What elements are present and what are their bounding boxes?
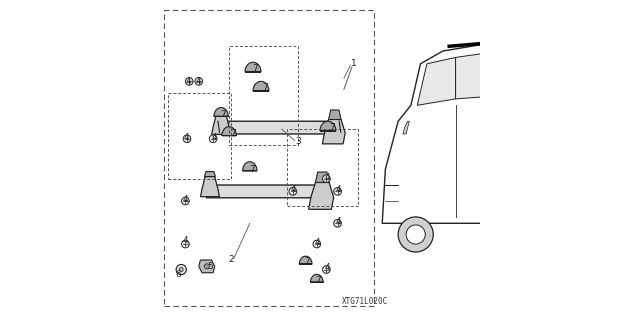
Polygon shape xyxy=(323,120,345,144)
Text: 7: 7 xyxy=(315,276,321,285)
Polygon shape xyxy=(216,109,227,115)
Text: 4: 4 xyxy=(182,195,188,204)
Text: 1: 1 xyxy=(351,59,356,68)
Text: 4: 4 xyxy=(336,217,341,226)
Circle shape xyxy=(518,225,537,244)
Bar xyxy=(168,93,230,179)
Polygon shape xyxy=(403,121,410,134)
Text: 7: 7 xyxy=(220,110,226,119)
Text: 4: 4 xyxy=(315,238,320,247)
Bar xyxy=(164,10,374,306)
Text: 4: 4 xyxy=(336,185,341,194)
Polygon shape xyxy=(300,256,312,264)
Circle shape xyxy=(182,197,189,205)
Polygon shape xyxy=(204,172,216,177)
Text: 5: 5 xyxy=(207,262,213,271)
Circle shape xyxy=(179,268,183,271)
Text: 4: 4 xyxy=(196,77,202,86)
Text: 7: 7 xyxy=(230,130,236,138)
Circle shape xyxy=(183,135,191,143)
Text: 2: 2 xyxy=(228,256,234,264)
Polygon shape xyxy=(538,83,557,121)
Circle shape xyxy=(186,78,193,85)
Circle shape xyxy=(209,135,217,143)
Polygon shape xyxy=(205,185,328,198)
Polygon shape xyxy=(310,274,323,282)
Text: 6: 6 xyxy=(175,271,181,279)
Polygon shape xyxy=(245,62,261,72)
Polygon shape xyxy=(308,182,333,209)
Text: 3: 3 xyxy=(295,137,301,146)
Text: 7: 7 xyxy=(329,123,335,132)
Circle shape xyxy=(406,225,425,244)
Circle shape xyxy=(333,188,341,195)
Text: 4: 4 xyxy=(291,185,297,194)
Circle shape xyxy=(195,78,203,85)
Bar xyxy=(229,46,298,145)
Text: 4: 4 xyxy=(182,236,188,245)
Text: 4: 4 xyxy=(211,133,217,142)
Polygon shape xyxy=(200,177,220,197)
Polygon shape xyxy=(212,115,230,135)
Circle shape xyxy=(313,240,321,248)
Circle shape xyxy=(323,266,330,273)
Text: 7: 7 xyxy=(249,165,255,174)
Polygon shape xyxy=(417,57,456,105)
Polygon shape xyxy=(382,45,564,223)
Circle shape xyxy=(289,188,297,195)
Text: 7: 7 xyxy=(253,64,259,73)
Polygon shape xyxy=(199,260,215,273)
Polygon shape xyxy=(456,51,500,99)
Text: 4: 4 xyxy=(324,173,330,182)
Circle shape xyxy=(510,217,545,252)
Text: 7: 7 xyxy=(262,83,268,92)
Polygon shape xyxy=(243,162,257,171)
Polygon shape xyxy=(320,121,336,131)
Circle shape xyxy=(204,264,209,269)
Circle shape xyxy=(176,264,186,275)
Text: 7: 7 xyxy=(304,257,310,266)
Polygon shape xyxy=(328,110,341,120)
Polygon shape xyxy=(214,108,228,116)
Polygon shape xyxy=(222,127,236,136)
Text: 4: 4 xyxy=(184,133,189,142)
Circle shape xyxy=(398,217,433,252)
Circle shape xyxy=(182,240,189,248)
Circle shape xyxy=(333,219,341,227)
Polygon shape xyxy=(316,172,329,182)
Circle shape xyxy=(323,175,330,182)
Polygon shape xyxy=(253,81,269,91)
Text: XTG71L020C: XTG71L020C xyxy=(342,297,388,306)
Bar xyxy=(287,129,358,206)
Text: 4: 4 xyxy=(186,77,191,86)
Text: 4: 4 xyxy=(324,263,330,272)
Polygon shape xyxy=(218,121,340,134)
Polygon shape xyxy=(504,51,538,96)
